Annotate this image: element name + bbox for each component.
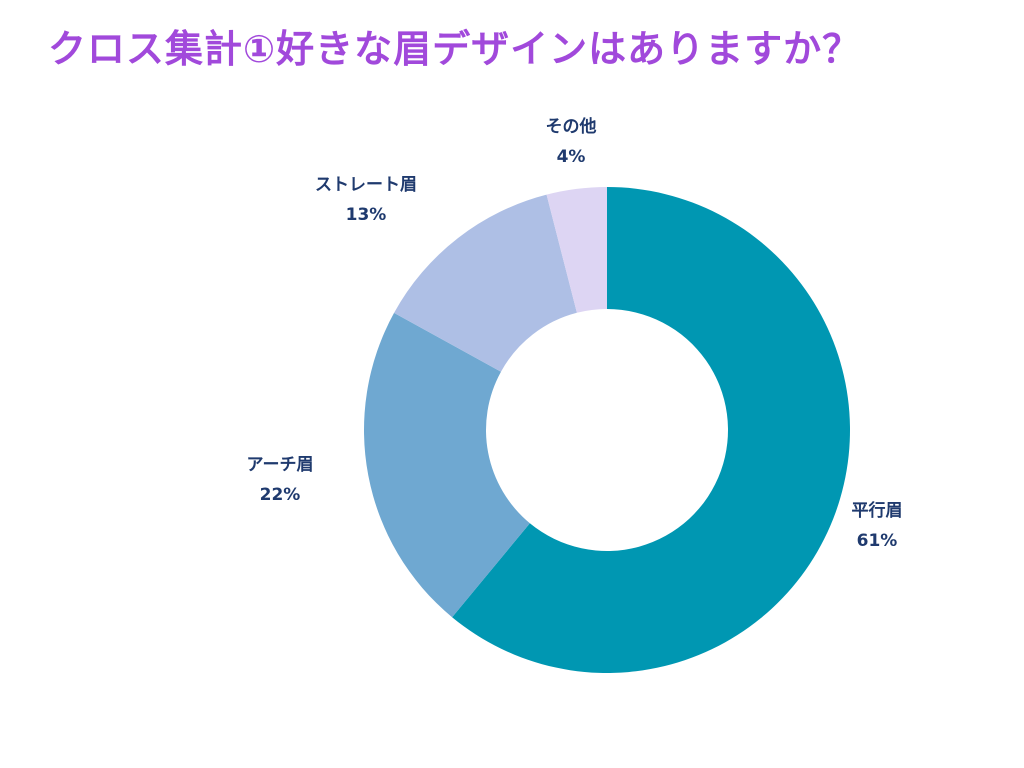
slice-label-name: その他 bbox=[546, 116, 597, 137]
slice-1 bbox=[452, 187, 850, 673]
page-title: クロス集計①好きな眉デザインはありますか？ bbox=[48, 27, 862, 71]
slice-label-name: アーチ眉 bbox=[247, 455, 314, 475]
slice-label-value: 13% bbox=[346, 205, 387, 225]
slice-label-value: 4% bbox=[557, 147, 586, 167]
slice-3 bbox=[394, 194, 577, 372]
slice-label-name: 平行眉 bbox=[852, 500, 903, 521]
slice-2 bbox=[363, 312, 530, 618]
slice-label-value: 22% bbox=[260, 485, 301, 505]
slice-label-name: ストレート眉 bbox=[315, 175, 417, 195]
slices-layer bbox=[363, 187, 850, 673]
slice-4 bbox=[546, 187, 607, 313]
slice-label-value: 61% bbox=[857, 531, 898, 551]
labels-layer: 平行眉 61% アーチ眉 22% ストレート眉 13% その他 4% bbox=[247, 116, 903, 551]
